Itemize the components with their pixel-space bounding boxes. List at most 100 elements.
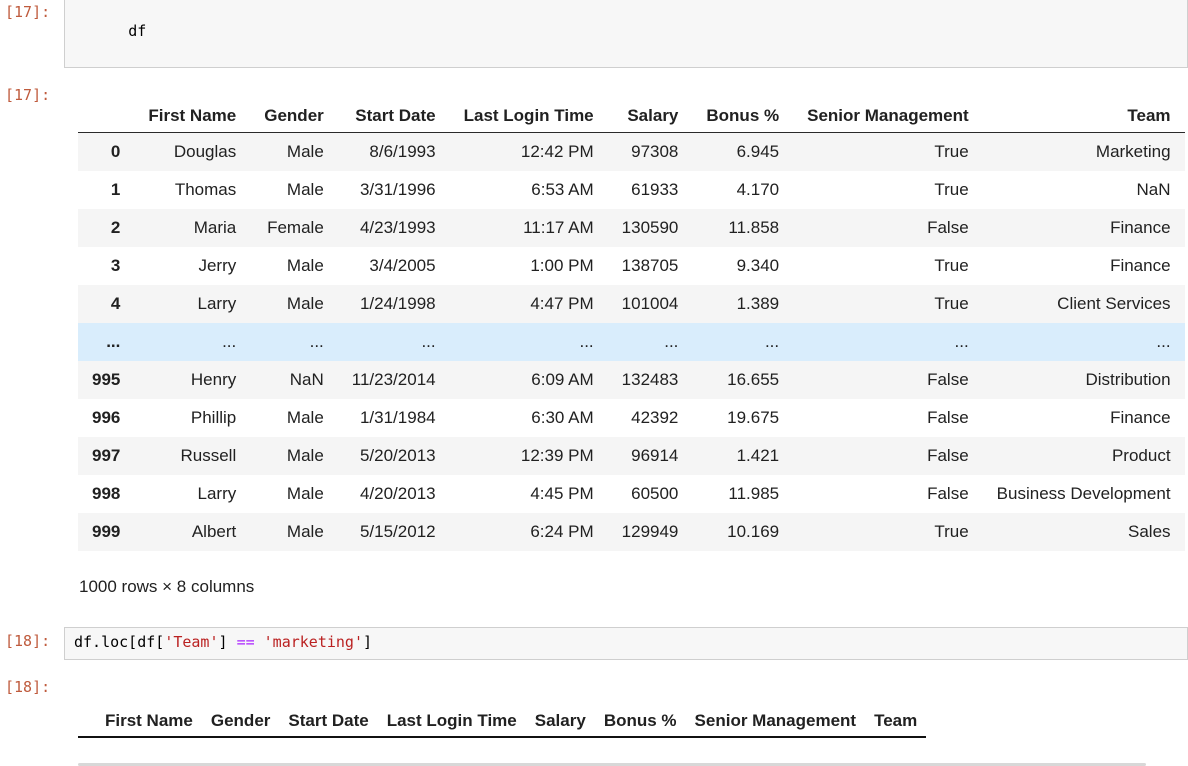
- table-cell: 6:30 AM: [531, 408, 594, 427]
- index-column-header: [78, 100, 135, 133]
- code-token-plain: ]: [218, 633, 237, 651]
- row-index: 995: [92, 370, 121, 389]
- table-cell: True: [934, 142, 969, 161]
- table-cell: 1.421: [736, 446, 780, 465]
- table-cell: ...: [1156, 332, 1171, 351]
- table-cell: ...: [222, 332, 237, 351]
- table-cell: Client Services: [1057, 294, 1171, 313]
- row-index: 999: [92, 522, 121, 541]
- table-cell: 4:47 PM: [530, 294, 594, 313]
- output-cell-17: [17]: First Name Gender Start Date Last Log…: [0, 81, 1188, 627]
- table-row: 0 Douglas Male 8/6/1993 12:42 PM 97308 6.945 Tr…: [78, 132, 1185, 171]
- table-cell: 4.170: [736, 180, 780, 199]
- table-cell: Albert: [191, 522, 237, 541]
- output-prompt-17: [17]:: [5, 86, 51, 104]
- code-token-plain: [255, 633, 264, 651]
- column-header: Gender: [201, 706, 280, 738]
- input-prompt-18: [18]:: [5, 632, 51, 650]
- table-cell: NaN: [1136, 180, 1171, 199]
- table-cell: 138705: [621, 256, 679, 275]
- table-cell: False: [927, 218, 969, 237]
- table-row: 4 Larry Male 1/24/1998 4:47 PM 101004 1.389 Tru…: [78, 285, 1185, 323]
- output-area-18: First Name Gender Start Date Last Login Tim…: [64, 673, 1188, 766]
- table-cell: 1/24/1998: [359, 294, 436, 313]
- row-index: 998: [92, 484, 121, 503]
- table-cell: Product: [1111, 446, 1171, 465]
- table-cell: Male: [286, 294, 324, 313]
- table-cell: 6:53 AM: [531, 180, 594, 199]
- column-header: Last Login Time: [377, 706, 526, 738]
- table-cell: Sales: [1128, 522, 1171, 541]
- table-cell: 16.655: [727, 370, 780, 389]
- output-prompt-18: [18]:: [5, 678, 51, 696]
- table-cell: 5/20/2013: [359, 446, 436, 465]
- table-cell: 129949: [621, 522, 679, 541]
- table-row: 996 Phillip Male 1/31/1984 6:30 AM 42392 19.67…: [78, 399, 1185, 437]
- column-header: Start Date: [279, 706, 378, 738]
- dataframe-body: 0 Douglas Male 8/6/1993 12:42 PM 97308 6.945 Tr…: [78, 132, 1185, 551]
- table-cell: 4/23/1993: [359, 218, 436, 237]
- table-row: 2 Maria Female 4/23/1993 11:17 AM 130590 11.85…: [78, 209, 1185, 247]
- column-header: First Name: [96, 706, 202, 738]
- table-cell: Maria: [193, 218, 237, 237]
- table-cell: False: [927, 484, 969, 503]
- table-cell: Female: [267, 218, 324, 237]
- table-cell: True: [934, 256, 969, 275]
- table-cell: 9.340: [736, 256, 780, 275]
- code-text-17: df: [128, 22, 147, 40]
- row-index: 2: [110, 218, 121, 237]
- column-header: Team: [865, 706, 927, 738]
- table-cell: Male: [286, 446, 324, 465]
- column-header: Start Date: [337, 100, 450, 133]
- code-cell-17: [17]: df: [0, 0, 1188, 68]
- table-cell: False: [927, 446, 969, 465]
- table-cell: 6:24 PM: [530, 522, 594, 541]
- table-cell: 96914: [631, 446, 679, 465]
- column-header: Senior Management: [685, 706, 866, 738]
- code-token-string: 'Team': [164, 633, 219, 651]
- table-cell: Male: [286, 484, 324, 503]
- table-cell: ...: [579, 332, 594, 351]
- table-cell: Male: [286, 256, 324, 275]
- table-row: 999 Albert Male 5/15/2012 6:24 PM 129949 10.16…: [78, 513, 1185, 551]
- table-cell: 1:00 PM: [530, 256, 594, 275]
- code-editor-18[interactable]: df.loc[df['Team'] == 'marketing']: [64, 627, 1188, 660]
- table-row: 995 Henry NaN 11/23/2014 6:09 AM 132483 16.655…: [78, 361, 1185, 399]
- table-cell: ...: [664, 332, 679, 351]
- table-cell: 11.858: [728, 218, 780, 237]
- table-cell: False: [927, 408, 969, 427]
- dataframe-header: First Name Gender Start Date Last Login Tim…: [78, 100, 1185, 133]
- table-cell: Russell: [180, 446, 237, 465]
- table-cell: Marketing: [1095, 142, 1171, 161]
- table-cell: Male: [286, 180, 324, 199]
- table-cell: 61933: [631, 180, 679, 199]
- table-cell: 130590: [621, 218, 679, 237]
- row-index: 997: [92, 446, 121, 465]
- table-cell: Henry: [190, 370, 237, 389]
- table-cell: ...: [421, 332, 436, 351]
- column-header: Salary: [525, 706, 595, 738]
- table-cell: Male: [286, 408, 324, 427]
- empty-dataframe-header-row: First Name Gender Start Date Last Login Tim…: [78, 706, 927, 738]
- row-index: 996: [92, 408, 121, 427]
- table-cell: 101004: [621, 294, 679, 313]
- table-cell: Douglas: [173, 142, 237, 161]
- table-cell: 4/20/2013: [359, 484, 436, 503]
- index-column-header: [78, 706, 96, 738]
- table-cell: ...: [764, 332, 780, 351]
- table-cell: Male: [286, 142, 324, 161]
- table-cell: 11:17 AM: [523, 218, 594, 237]
- table-cell: Finance: [1110, 408, 1171, 427]
- table-cell: Finance: [1110, 218, 1171, 237]
- table-cell: True: [934, 294, 969, 313]
- table-row: 997 Russell Male 5/20/2013 12:39 PM 96914 1.42…: [78, 437, 1185, 475]
- table-cell: 8/6/1993: [369, 142, 436, 161]
- table-cell: 1.389: [736, 294, 780, 313]
- table-cell: 12:42 PM: [520, 142, 594, 161]
- table-cell: 11.985: [728, 484, 780, 503]
- table-cell: Finance: [1110, 256, 1171, 275]
- table-cell: 5/15/2012: [359, 522, 436, 541]
- table-row: 998 Larry Male 4/20/2013 4:45 PM 60500 11.985 F…: [78, 475, 1185, 513]
- table-cell: True: [934, 522, 969, 541]
- code-editor-17[interactable]: df: [64, 0, 1188, 68]
